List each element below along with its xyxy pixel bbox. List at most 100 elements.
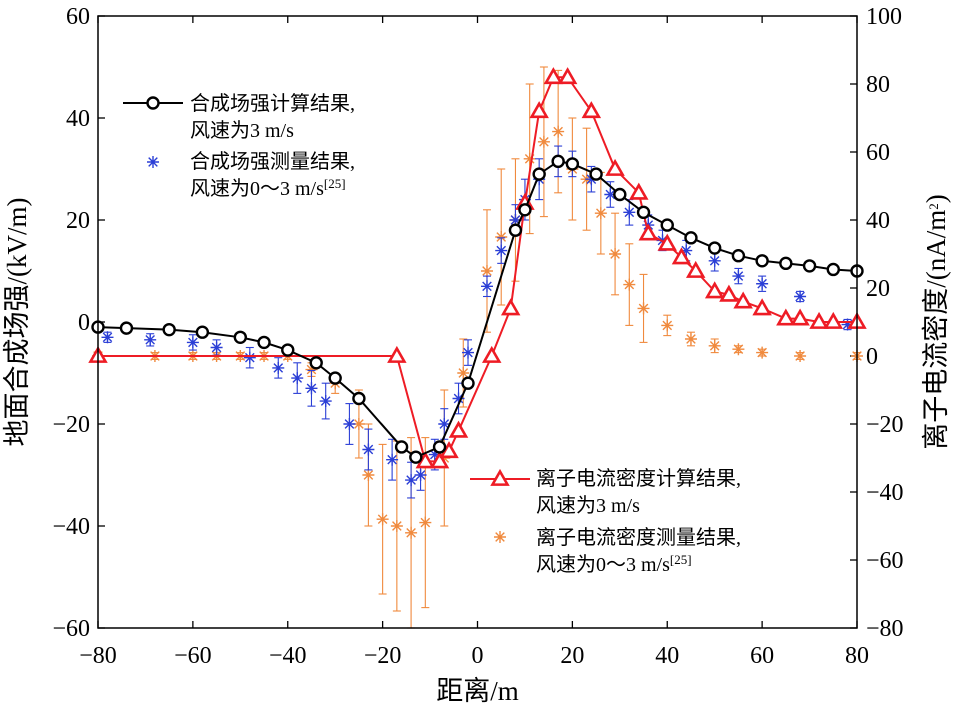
data-point xyxy=(144,333,157,346)
y-left-tick-label: −40 xyxy=(52,514,90,540)
data-point xyxy=(708,339,721,352)
data-point xyxy=(438,418,451,430)
legend-marker xyxy=(490,468,510,486)
data-point xyxy=(233,330,248,344)
data-point xyxy=(623,206,636,219)
data-point xyxy=(272,361,285,374)
y-left-tick-label: −60 xyxy=(52,616,90,642)
legend-top: 合成场强计算结果, 风速为3 m/s 合成场强测量结果, 风速为0～3 m/s[… xyxy=(123,92,355,200)
data-point xyxy=(419,516,432,529)
legend-current-meas-wind-text: 风速为0～3 m/s xyxy=(536,553,670,576)
data-point xyxy=(101,331,114,344)
data-point xyxy=(195,325,210,339)
data-point xyxy=(243,351,256,364)
data-point xyxy=(386,453,399,466)
axis-ticks: −80 −60 −40 −20 0 20 40 60 80−60−40−200204060−80… xyxy=(52,4,903,669)
x-tick-label: 0 xyxy=(472,643,484,669)
data-point xyxy=(162,322,176,337)
data-point xyxy=(480,265,493,277)
data-point xyxy=(428,448,441,461)
data-point xyxy=(523,152,536,165)
legend-current-meas-ref: [25] xyxy=(670,552,692,567)
data-point xyxy=(432,440,447,454)
data-point xyxy=(752,298,772,316)
data-point xyxy=(657,233,677,251)
series-current_calc xyxy=(88,67,867,469)
legend-symbol-current-meas xyxy=(494,531,506,543)
x-tick-label: −20 xyxy=(364,643,402,669)
x-tick-label: 20 xyxy=(560,643,584,669)
legend-symbol-field-calc xyxy=(123,96,183,110)
data-point xyxy=(186,336,199,349)
data-point xyxy=(719,284,739,302)
data-point xyxy=(605,158,625,176)
data-point xyxy=(305,382,318,395)
data-point xyxy=(481,345,502,363)
legend-label-current-meas-wind: 风速为0～3 m/s[25] xyxy=(536,552,692,577)
data-point xyxy=(405,474,418,487)
data-point xyxy=(604,188,617,201)
data-point xyxy=(529,101,549,119)
data-point xyxy=(495,244,508,257)
data-point xyxy=(636,205,651,220)
data-point xyxy=(755,254,769,268)
legend-label-field-calc: 合成场强计算结果, xyxy=(190,92,355,115)
x-tick-label: −60 xyxy=(174,643,212,669)
data-point xyxy=(291,372,304,385)
legend-symbol-current-calc xyxy=(470,468,530,486)
series-field_calc xyxy=(91,154,864,464)
data-point xyxy=(429,451,450,469)
series-layer xyxy=(88,66,867,629)
y-right-tick-label: 40 xyxy=(866,208,890,234)
data-point xyxy=(414,469,427,481)
data-point xyxy=(281,343,295,357)
y-right-tick-label: 60 xyxy=(866,140,890,166)
data-point xyxy=(362,469,375,481)
data-point xyxy=(708,254,721,267)
data-point xyxy=(532,167,546,181)
data-point xyxy=(405,526,418,539)
data-point xyxy=(671,247,692,265)
y-right-tick-label: −60 xyxy=(866,548,904,574)
data-point xyxy=(551,154,565,169)
data-point xyxy=(776,308,796,326)
x-tick-label: 40 xyxy=(655,643,679,669)
data-point xyxy=(613,187,627,202)
data-point xyxy=(581,101,602,119)
data-point xyxy=(823,311,844,329)
data-point xyxy=(362,443,375,456)
data-point xyxy=(779,256,793,271)
data-point xyxy=(660,218,674,232)
data-point xyxy=(509,214,522,226)
data-point xyxy=(638,223,659,241)
y-left-tick-label: 20 xyxy=(66,208,90,234)
data-point xyxy=(684,333,697,345)
data-point xyxy=(500,298,521,316)
data-point xyxy=(794,290,807,303)
data-point xyxy=(390,520,403,532)
y-left-tick-label: −20 xyxy=(52,412,90,438)
data-point xyxy=(684,231,698,245)
data-point xyxy=(685,260,706,278)
legend-label-field-meas-wind: 风速为0～3 m/s[25] xyxy=(190,176,346,201)
data-point xyxy=(637,302,650,315)
data-point xyxy=(537,135,550,148)
data-point xyxy=(802,259,817,273)
legend-label-current-meas: 离子电流密度测量结果, xyxy=(536,526,741,549)
data-point xyxy=(826,262,840,277)
data-point xyxy=(756,346,769,359)
data-point xyxy=(589,167,603,181)
data-point xyxy=(480,280,493,293)
y-right-tick-label: 80 xyxy=(866,72,890,98)
legend-label-field-meas: 合成场强测量结果, xyxy=(190,150,355,173)
data-point xyxy=(731,248,746,263)
data-point xyxy=(352,418,365,430)
data-point xyxy=(552,125,565,138)
x-tick-label: 60 xyxy=(750,643,774,669)
y-right-axis-title: 离子电流密度/(nA/m2) xyxy=(921,194,951,450)
data-point xyxy=(680,244,693,257)
y-right-tick-label: −20 xyxy=(866,412,904,438)
data-point xyxy=(257,335,271,350)
data-point xyxy=(790,308,810,326)
